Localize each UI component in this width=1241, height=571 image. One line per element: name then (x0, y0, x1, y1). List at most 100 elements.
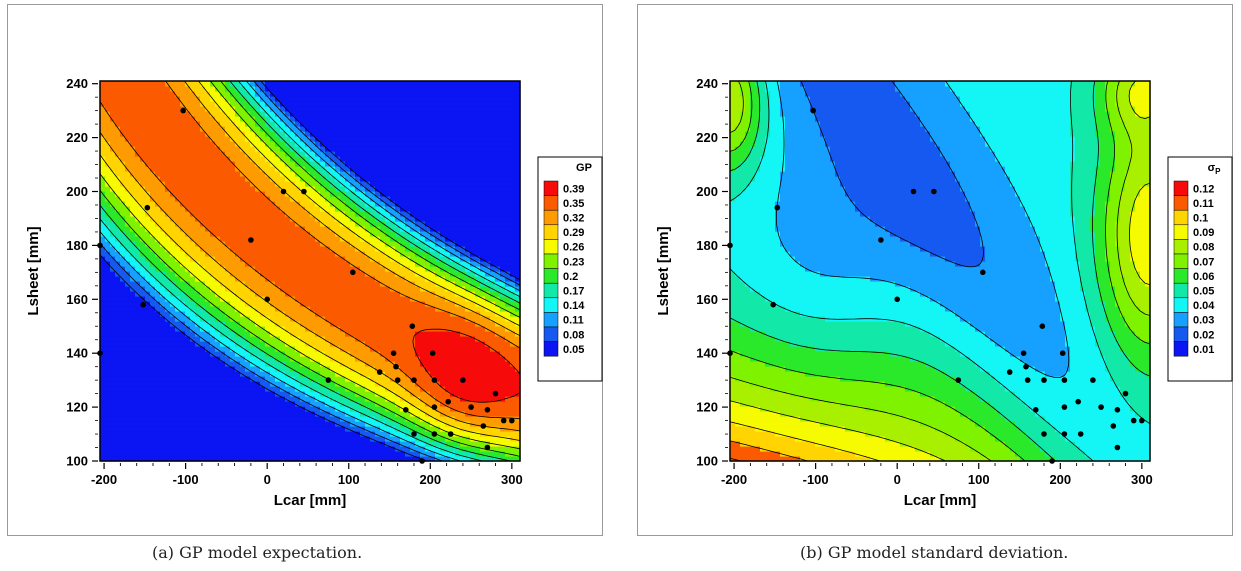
sample-point (350, 269, 356, 276)
legend-swatch (1173, 180, 1189, 196)
sample-point (280, 188, 287, 195)
sample-point (394, 377, 401, 383)
sample-point (1020, 350, 1027, 357)
legend-swatch (543, 282, 559, 299)
y-tick-label: 240 (66, 76, 88, 91)
legend-label: 0.11 (1193, 198, 1214, 210)
sample-point (980, 269, 986, 276)
sample-point (1039, 323, 1046, 330)
sample-point (403, 407, 409, 413)
sample-points (97, 107, 515, 464)
legend-label: 0.07 (1193, 256, 1214, 268)
sample-point (180, 107, 186, 114)
legend-label: 0.02 (1193, 329, 1214, 341)
legend-swatch (1173, 224, 1189, 240)
sample-point (1006, 369, 1013, 375)
contour-line (99, 80, 521, 462)
contour-lines (99, 80, 521, 462)
legend-swatch (1173, 282, 1189, 299)
sample-point (1059, 350, 1066, 357)
x-tick-label: 100 (338, 472, 360, 487)
chart-svg-0: -200 -100 0 100 200 300 100 120 140 160 180 200 220 2… (25, 76, 603, 509)
x-tick-label: 300 (501, 472, 523, 487)
legend-title: GP (576, 162, 592, 174)
chart-svg-1: -200 -100 0 100 200 300 100 120 140 160 180 200 220 2… (655, 76, 1233, 509)
sample-point (431, 431, 438, 437)
y-tick-label: 160 (696, 292, 718, 307)
legend-label: 0.17 (563, 286, 584, 298)
sample-point (97, 350, 103, 357)
plot-frame (729, 80, 1151, 462)
sample-point (248, 237, 254, 243)
x-tick-label: -100 (173, 472, 199, 487)
legend-swatch (543, 312, 559, 328)
legend-swatch (1173, 195, 1189, 211)
y-tick-label: 140 (66, 346, 88, 361)
contour-lines (729, 80, 1151, 462)
legend-swatch (1173, 326, 1189, 342)
sample-point (431, 404, 438, 410)
sample-point (484, 407, 491, 413)
y-tick-label: 220 (66, 130, 88, 145)
legend-label: 0.2 (563, 271, 578, 283)
sample-point (1114, 444, 1121, 451)
sample-point (894, 296, 900, 303)
contour-line (99, 80, 521, 462)
sample-point (460, 377, 466, 383)
y-tick-label: 100 (66, 454, 88, 469)
sample-point (492, 390, 499, 397)
sample-point (931, 188, 937, 195)
legend-swatch (543, 253, 559, 269)
sample-point (140, 301, 146, 308)
x-tick-label: 0 (894, 472, 901, 487)
y-tick-label: 140 (696, 346, 718, 361)
legend-label: 0.26 (563, 242, 584, 254)
contour-line (729, 80, 1151, 462)
sample-point (1061, 431, 1068, 437)
legend-swatch (543, 224, 559, 240)
legend-label: 0.08 (1193, 242, 1214, 254)
sample-point (1033, 407, 1039, 413)
legend-swatch (543, 341, 559, 357)
sample-point (419, 458, 425, 464)
legend-swatch (1173, 253, 1189, 269)
legend-swatch (543, 180, 559, 196)
legend-label: 0.14 (563, 300, 585, 312)
contour-line (729, 421, 881, 462)
legend-swatch (543, 326, 559, 342)
legend-label: 0.06 (1193, 271, 1214, 283)
y-axis-title: Lsheet [mm] (655, 226, 672, 315)
legend-label: 0.39 (563, 183, 584, 195)
sample-point (144, 204, 151, 211)
legend-label: 0.1 (1193, 213, 1208, 225)
plot-frame (99, 80, 521, 462)
sample-point (411, 431, 417, 437)
legend-label: 0.11 (563, 315, 584, 327)
y-tick-label: 180 (696, 238, 718, 253)
sample-point (770, 301, 776, 308)
legend-swatch (543, 297, 559, 313)
sample-point (810, 107, 816, 114)
sample-point (1077, 431, 1084, 437)
contour-line (99, 80, 521, 462)
legend-label: 0.12 (1193, 183, 1214, 195)
y-tick-label: 200 (696, 184, 718, 199)
sample-point (1122, 390, 1129, 397)
legend-label: 0.23 (563, 256, 584, 268)
legend-swatch (1173, 239, 1189, 255)
legend-label: 0.05 (1193, 286, 1214, 298)
legend-label: 0.32 (563, 213, 584, 225)
contour-line (99, 80, 521, 462)
contour-line (412, 328, 521, 403)
legend-label: 0.35 (563, 198, 584, 210)
sample-point (727, 242, 733, 249)
sample-point (1075, 398, 1081, 405)
x-tick-label: -200 (91, 472, 117, 487)
legend-swatch (1173, 312, 1189, 328)
y-axis-title: Lsheet [mm] (25, 226, 42, 315)
legend-swatch (543, 209, 559, 226)
sample-point (325, 377, 332, 383)
x-tick-label: 300 (1131, 472, 1153, 487)
sample-point (445, 398, 452, 405)
sample-point (1098, 404, 1104, 410)
